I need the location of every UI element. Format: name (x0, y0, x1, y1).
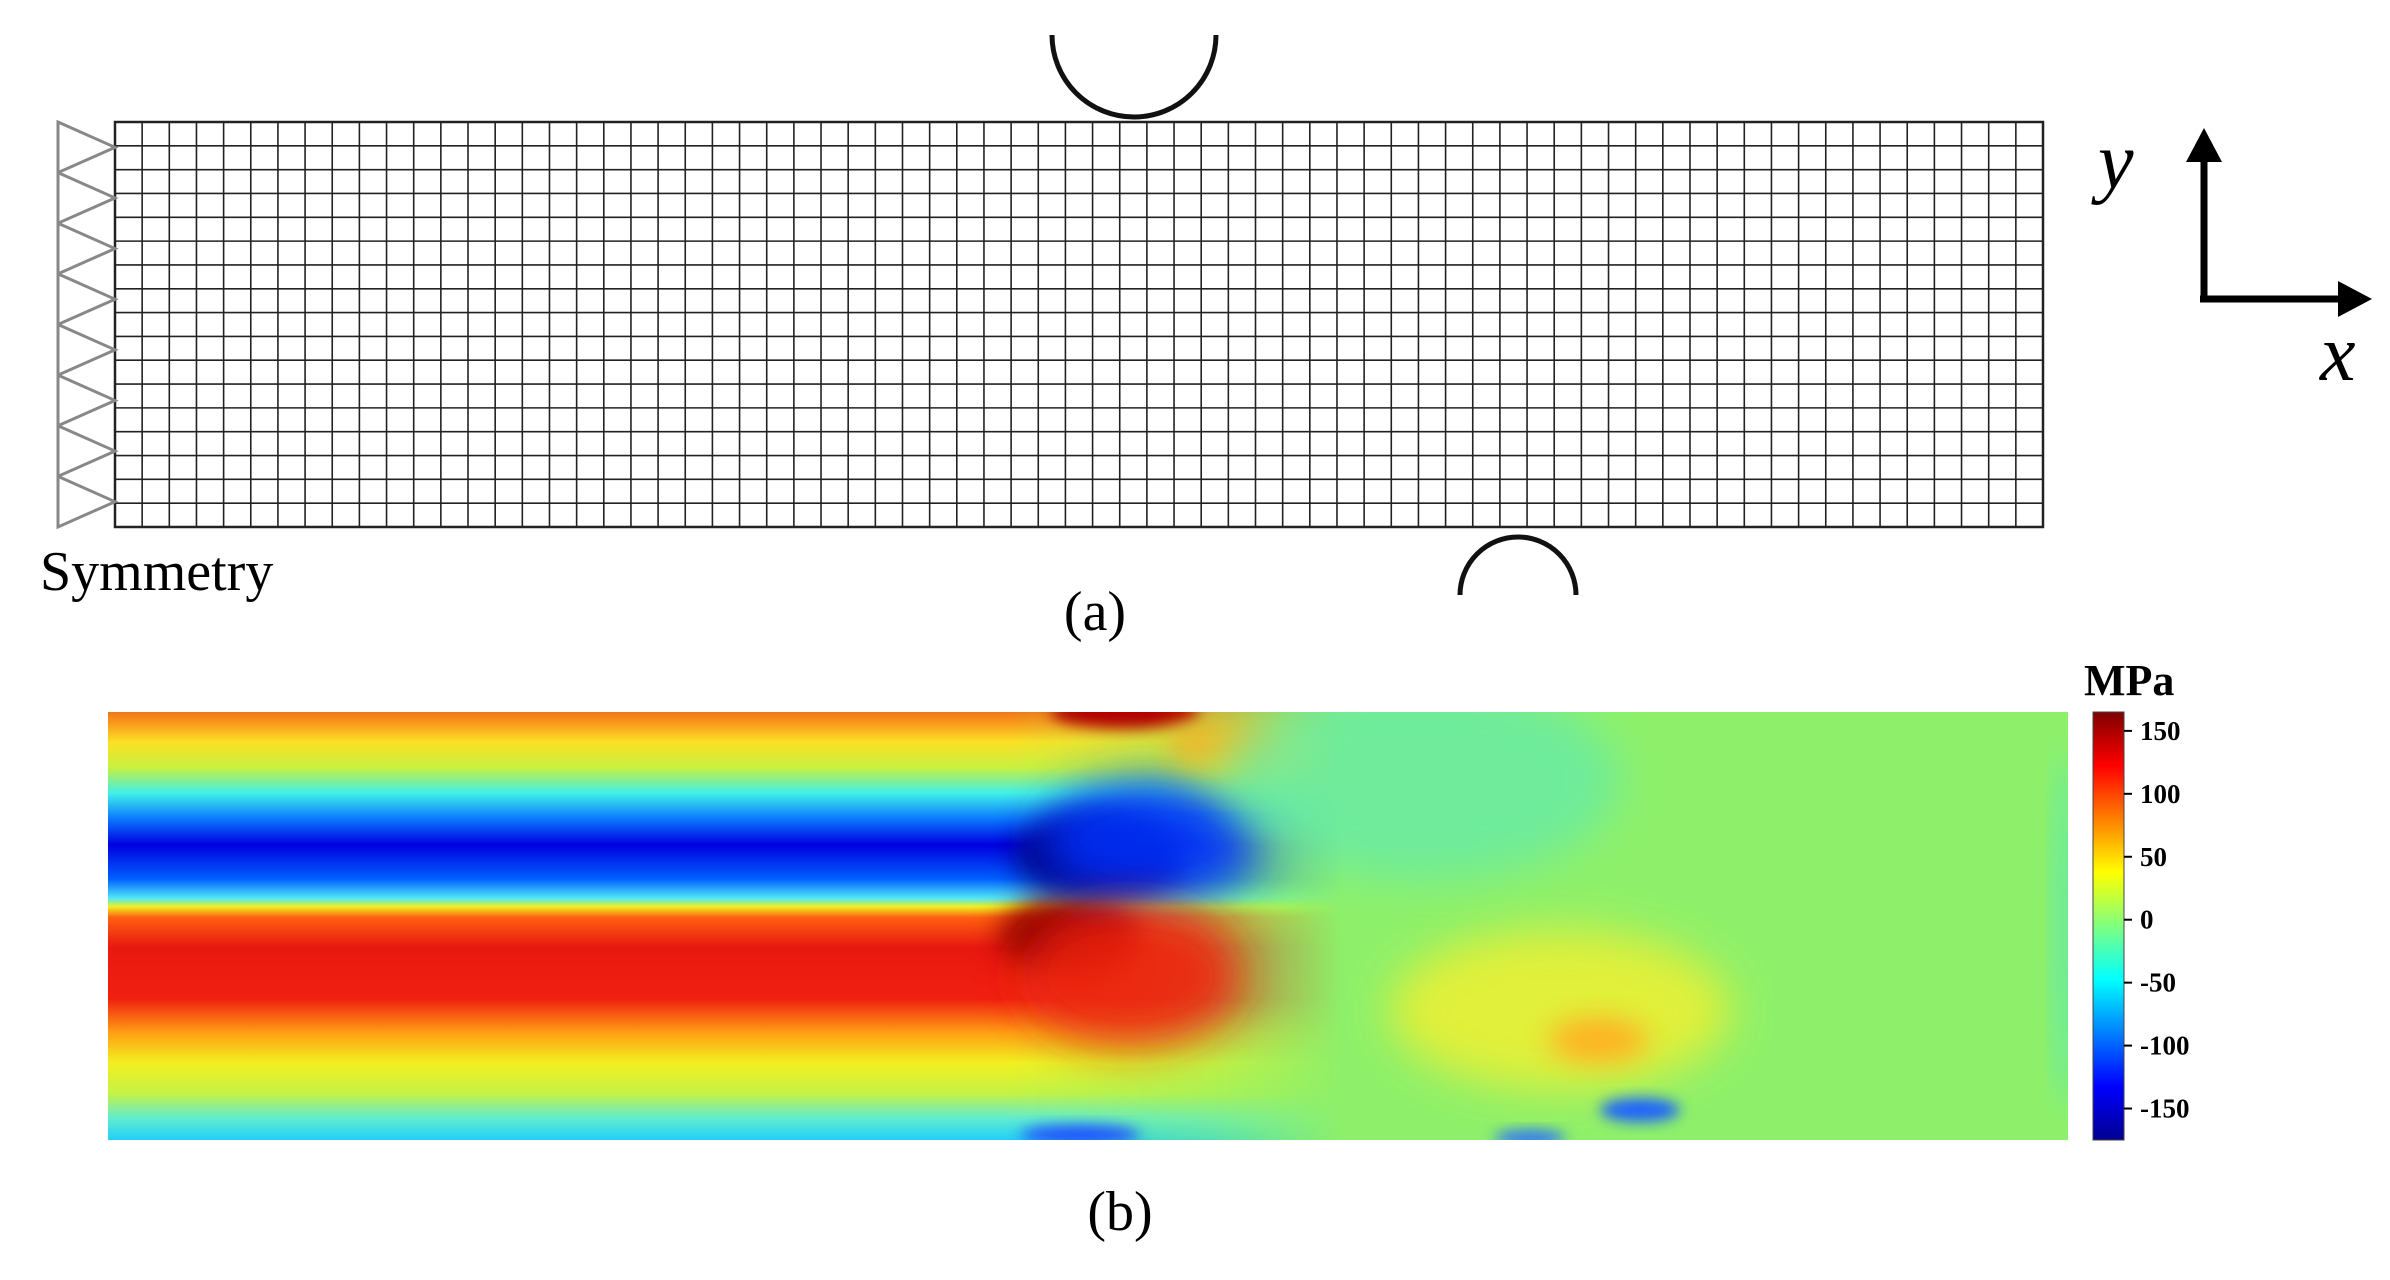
symmetry-support-triangle (56, 322, 119, 378)
contour-bottom-blue (1020, 1125, 1140, 1140)
contour-orange-spot (1548, 1018, 1648, 1062)
symmetry-support-triangle (56, 372, 119, 429)
x-axis-label: x (2319, 310, 2356, 398)
colorbar-tick-label: -50 (2140, 968, 2176, 998)
colorbar: 150 100 50 0 -50 -100 -150 MPa (2084, 656, 2190, 1141)
symmetry-support-triangle (56, 119, 119, 175)
stress-contour-plot (108, 712, 2068, 1140)
contour-cyan-zone (1220, 712, 1620, 880)
colorbar-unit: MPa (2084, 656, 2174, 705)
panel-b: 150 100 50 0 -50 -100 -150 MPa (b) (108, 656, 2190, 1243)
bottom-support-roller (1457, 534, 1579, 596)
colorbar-tick-label: -150 (2140, 1094, 2190, 1124)
x-arrow-head (2338, 281, 2372, 317)
colorbar-tick-label: 50 (2140, 842, 2167, 872)
colorbar-tick-label: 150 (2140, 716, 2181, 746)
symmetry-supports (56, 119, 119, 530)
contour-red-extension (1020, 905, 1240, 1045)
symmetry-label: Symmetry (40, 541, 273, 603)
caption-b: (b) (1087, 1181, 1152, 1243)
finite-element-mesh (113, 120, 2045, 529)
symmetry-support-triangle (56, 220, 119, 277)
contour-blue-edge-spot (1494, 1130, 1566, 1140)
colorbar-gradient (2092, 711, 2125, 1141)
colorbar-ticks: 150 100 50 0 -50 -100 -150 (2124, 716, 2190, 1124)
symmetry-support-triangle (56, 474, 119, 530)
colorbar-tick-label: 100 (2140, 779, 2181, 809)
contour-top-hotspot (1050, 712, 1200, 728)
mesh-outline (113, 120, 2045, 529)
contour-blue-extension (1040, 780, 1260, 900)
contour-blue-spot (1600, 1098, 1680, 1122)
symmetry-support-triangle (56, 423, 119, 479)
coordinate-axes: y x (2091, 118, 2372, 398)
contour-right-edge (2056, 750, 2068, 1110)
symmetry-support-triangle (56, 271, 119, 327)
top-loading-roller (1049, 34, 1219, 120)
y-axis-label: y (2091, 118, 2134, 206)
panel-a: Symmetry y x (a) (40, 34, 2372, 643)
contour-yellow-zone (1390, 930, 1730, 1090)
y-arrow-head (2186, 128, 2222, 162)
colorbar-tick-label: 0 (2140, 905, 2154, 935)
caption-a: (a) (1064, 581, 1126, 643)
symmetry-support-triangle (56, 170, 119, 226)
colorbar-tick-label: -100 (2140, 1031, 2190, 1061)
